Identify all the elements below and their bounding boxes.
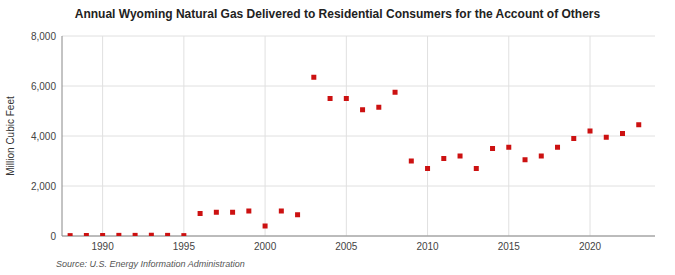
- x-tick-label: 2020: [579, 241, 602, 252]
- points: [68, 75, 642, 236]
- point: [295, 212, 300, 217]
- x-grid-line: [265, 36, 266, 236]
- point: [344, 96, 349, 101]
- point: [181, 233, 186, 236]
- point: [490, 146, 495, 151]
- point: [604, 135, 609, 140]
- point: [360, 107, 365, 112]
- y-axis-label: Million Cubic Feet: [5, 96, 16, 176]
- chart: Annual Wyoming Natural Gas Delivered to …: [0, 0, 675, 275]
- x-grid-line: [183, 36, 184, 236]
- point: [116, 233, 121, 236]
- x-tick-label: 1995: [173, 241, 196, 252]
- point: [474, 166, 479, 171]
- point: [620, 131, 625, 136]
- x-tick-label: 2005: [335, 241, 358, 252]
- point: [555, 145, 560, 150]
- source: Source: U.S. Energy Information Administ…: [56, 259, 245, 269]
- x-tick-label: 2000: [254, 241, 277, 252]
- point: [425, 166, 430, 171]
- x-grid-line: [590, 36, 591, 236]
- point: [539, 154, 544, 159]
- x-grid-line: [102, 36, 103, 236]
- y-tick-label: 8,000: [31, 31, 56, 42]
- y-grid-line: [62, 86, 655, 87]
- point: [328, 96, 333, 101]
- x-grid-line: [508, 36, 509, 236]
- point: [409, 159, 414, 164]
- point: [84, 233, 89, 236]
- y-tick-label: 4,000: [31, 131, 56, 142]
- point: [523, 157, 528, 162]
- y-axis-line: [62, 36, 63, 236]
- x-grid-line: [427, 36, 428, 236]
- point: [458, 154, 463, 159]
- y-tick-label: 0: [50, 231, 56, 242]
- point: [214, 210, 219, 215]
- grid: [62, 36, 655, 236]
- point: [198, 211, 203, 216]
- point: [149, 233, 154, 236]
- point: [441, 156, 446, 161]
- x-grid-line: [346, 36, 347, 236]
- x-tick-label: 2010: [416, 241, 439, 252]
- point: [246, 209, 251, 214]
- point: [263, 224, 268, 229]
- point: [230, 210, 235, 215]
- point: [165, 233, 170, 236]
- y-tick-label: 2,000: [31, 181, 56, 192]
- point: [588, 129, 593, 134]
- y-grid-line: [62, 136, 655, 137]
- y-grid-line: [62, 36, 655, 37]
- x-tick-label: 2015: [498, 241, 521, 252]
- point: [100, 233, 105, 236]
- point: [393, 90, 398, 95]
- title: Annual Wyoming Natural Gas Delivered to …: [75, 7, 601, 21]
- point: [311, 75, 316, 80]
- y-grid-line: [62, 186, 655, 187]
- point: [68, 233, 73, 236]
- y-tick-label: 6,000: [31, 81, 56, 92]
- point: [279, 209, 284, 214]
- point: [636, 122, 641, 127]
- point: [133, 233, 138, 236]
- point: [571, 136, 576, 141]
- x-tick-label: 1990: [91, 241, 114, 252]
- point: [376, 105, 381, 110]
- point: [506, 145, 511, 150]
